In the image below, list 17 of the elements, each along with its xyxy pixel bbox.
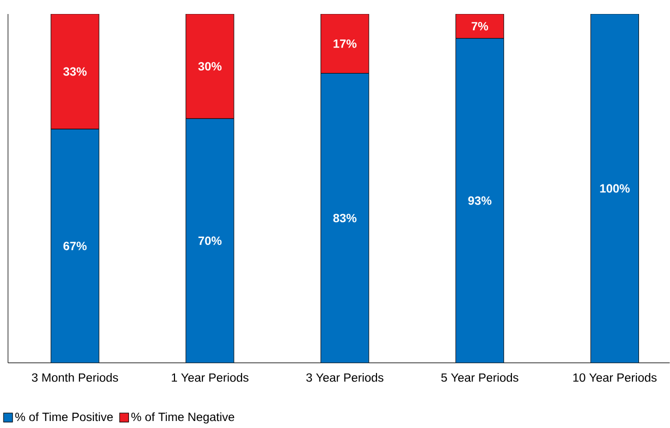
x-tick-label: 10 Year Periods — [573, 373, 657, 382]
data-label: 7% — [472, 22, 488, 30]
x-tick-label: 3 Year Periods — [306, 373, 384, 382]
x-tick-label: 3 Month Periods — [32, 373, 118, 382]
data-label: 70% — [198, 236, 222, 246]
bar — [590, 14, 639, 363]
x-tick-label: 1 Year Periods — [172, 373, 248, 382]
legend-label: % of Time Positive — [15, 412, 113, 422]
data-label: 83% — [333, 214, 356, 222]
data-label: 33% — [63, 67, 87, 76]
data-label: 17% — [334, 40, 356, 48]
data-label: 100% — [600, 184, 630, 193]
x-tick-label: 5 Year Periods — [441, 373, 518, 382]
legend-label: % of Time Negative — [131, 412, 234, 424]
data-label: 67% — [63, 242, 87, 250]
data-label: 30% — [198, 62, 222, 71]
data-label: 93% — [468, 196, 492, 205]
